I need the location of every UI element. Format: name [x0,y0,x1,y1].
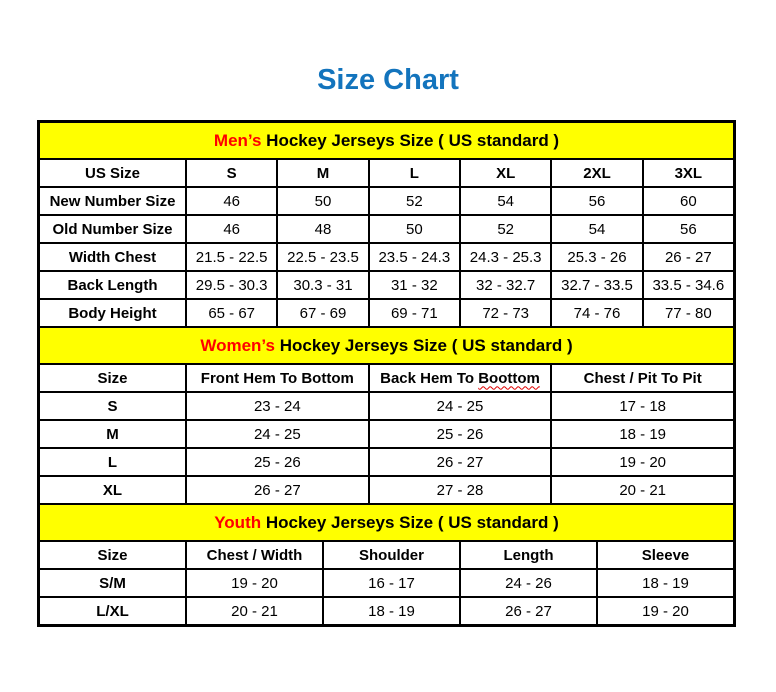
size-cell: 30.3 - 31 [278,272,368,298]
column-header: Length [461,542,596,568]
size-cell: 74 - 76 [552,300,642,326]
size-cell: 23.5 - 24.3 [369,244,459,270]
size-cell: 25 - 26 [369,421,551,447]
row-label: L [40,449,185,475]
size-cell: 32.7 - 33.5 [552,272,642,298]
size-cell: 26 - 27 [461,598,596,624]
size-cell: 27 - 28 [369,477,551,503]
size-cell: 18 - 19 [324,598,459,624]
youth-heading-highlight: Youth [214,512,262,532]
size-cell: 52 [369,188,459,214]
size-chart-table: Men’s Hockey Jerseys Size ( US standard … [37,120,736,627]
size-cell: 50 [278,188,368,214]
size-cell: 46 [187,216,277,242]
row-label: M [40,421,185,447]
size-cell: 56 [643,216,733,242]
column-header: Sleeve [598,542,733,568]
column-header: US Size [40,160,185,186]
size-cell: 54 [552,216,642,242]
size-cell: 50 [369,216,459,242]
size-cell: 18 - 19 [552,421,733,447]
column-header: Size [40,365,185,391]
column-header: L [369,160,459,186]
size-cell: 16 - 17 [324,570,459,596]
size-cell: 19 - 20 [187,570,322,596]
size-cell: 19 - 20 [552,449,733,475]
row-label: Body Height [40,300,185,326]
column-header-back-hem: Back Hem To Boottom [369,365,551,391]
mens-heading-highlight: Men’s [213,130,262,150]
column-header: Chest / Pit To Pit [552,365,733,391]
mens-section-heading: Men’s Hockey Jerseys Size ( US standard … [40,123,733,158]
column-header: M [278,160,368,186]
column-header: S [187,160,277,186]
size-cell: 24 - 25 [187,421,368,447]
size-cell: 31 - 32 [369,272,459,298]
size-chart-page: Size Chart Men’s Hockey Jerseys Size ( U… [37,64,736,627]
column-header: 2XL [552,160,642,186]
size-cell: 67 - 69 [278,300,368,326]
row-label: S [40,393,185,419]
size-cell: 17 - 18 [552,393,733,419]
size-cell: 26 - 27 [643,244,733,270]
size-cell: 25 - 26 [187,449,368,475]
size-cell: 33.5 - 34.6 [643,272,733,298]
size-cell: 48 [278,216,368,242]
size-cell: 26 - 27 [369,449,551,475]
column-header: Chest / Width [187,542,322,568]
size-cell: 24 - 26 [461,570,596,596]
size-cell: 18 - 19 [598,570,733,596]
row-label: S/M [40,570,185,596]
size-cell: 20 - 21 [552,477,733,503]
womens-section-heading: Women’s Hockey Jerseys Size ( US standar… [40,328,733,363]
size-cell: 60 [643,188,733,214]
row-label: Old Number Size [40,216,185,242]
row-label: L/XL [40,598,185,624]
size-cell: 19 - 20 [598,598,733,624]
size-cell: 77 - 80 [643,300,733,326]
column-header: Size [40,542,185,568]
womens-heading-rest: Hockey Jerseys Size ( US standard ) [274,335,573,355]
size-cell: 72 - 73 [461,300,551,326]
mens-heading-rest: Hockey Jerseys Size ( US standard ) [261,130,560,150]
size-cell: 46 [187,188,277,214]
womens-size-section: Women’s Hockey Jerseys Size ( US standar… [40,328,733,503]
youth-size-section: Youth Hockey Jerseys Size ( US standard … [40,505,733,624]
column-header: Front Hem To Bottom [187,365,368,391]
size-cell: 54 [461,188,551,214]
size-cell: 25.3 - 26 [552,244,642,270]
size-cell: 23 - 24 [187,393,368,419]
size-cell: 29.5 - 30.3 [187,272,277,298]
mens-size-section: Men’s Hockey Jerseys Size ( US standard … [40,123,733,326]
row-label: Back Length [40,272,185,298]
youth-heading-rest: Hockey Jerseys Size ( US standard ) [261,512,559,532]
size-cell: 69 - 71 [369,300,459,326]
size-cell: 21.5 - 22.5 [187,244,277,270]
size-cell: 32 - 32.7 [461,272,551,298]
size-cell: 22.5 - 23.5 [278,244,368,270]
size-cell: 20 - 21 [187,598,322,624]
size-cell: 56 [552,188,642,214]
row-label: Width Chest [40,244,185,270]
back-hem-misspelled-word: Boottom [478,369,540,387]
womens-heading-highlight: Women’s [200,335,275,355]
column-header: XL [461,160,551,186]
size-cell: 65 - 67 [187,300,277,326]
size-cell: 26 - 27 [187,477,368,503]
size-cell: 52 [461,216,551,242]
page-title: Size Chart [317,64,459,96]
back-hem-prefix: Back Hem To [380,369,479,387]
column-header: 3XL [643,160,733,186]
row-label: XL [40,477,185,503]
row-label: New Number Size [40,188,185,214]
size-cell: 24 - 25 [369,393,551,419]
size-cell: 24.3 - 25.3 [461,244,551,270]
column-header: Shoulder [324,542,459,568]
youth-section-heading: Youth Hockey Jerseys Size ( US standard … [40,505,733,540]
